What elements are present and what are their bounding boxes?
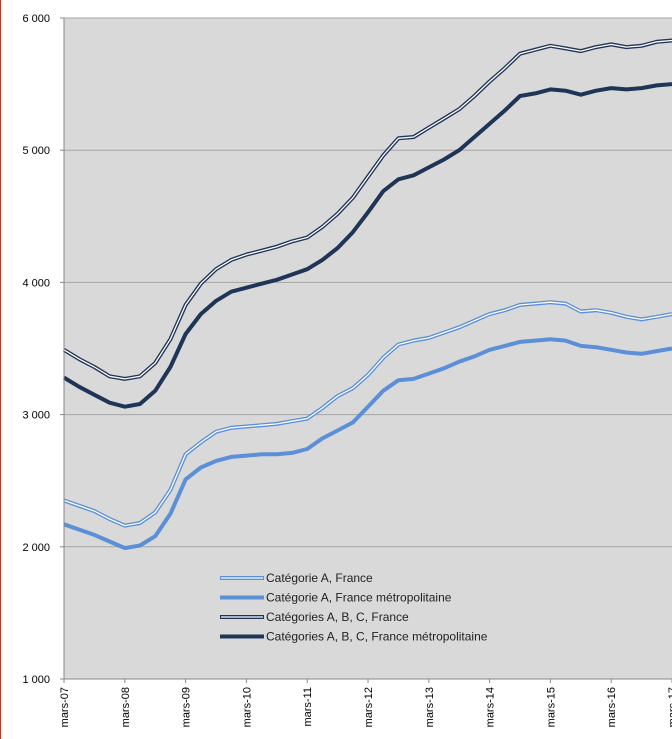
series-3 [62,38,672,381]
legend-item: Catégorie A, France métropolitaine [220,591,452,605]
legend-label: Catégories A, B, C, France métropolitain… [266,630,488,644]
series-line [63,337,672,551]
series-line-inner [63,39,672,380]
x-axis: mars-07 mars-08 mars-09 mars-10 mars-11 mars-… [59,678,672,727]
x-tick-label: mars-16 [606,687,618,727]
y-tick-label: 6 000 [22,13,50,25]
x-tick-label: mars-14 [485,687,497,727]
series-lines [62,38,672,551]
y-tick-label: 2 000 [22,542,50,554]
x-tick-label: mars-07 [59,687,71,727]
series-line [62,82,672,409]
series-4 [62,82,672,409]
y-tick-label: 3 000 [22,410,50,422]
legend-item: Catégories A, B, C, France métropolitain… [220,630,488,644]
left-border [0,0,1,739]
x-tick-label: mars-15 [545,687,557,727]
series-1 [63,300,672,528]
legend-item: Catégories A, B, C, France [220,610,409,624]
series-2 [63,337,672,551]
series-line-inner [63,301,672,527]
x-tick-label: mars-17 [667,687,672,727]
x-tick-label: mars-11 [302,687,314,727]
x-tick-label: mars-09 [181,687,193,727]
x-tick-label: mars-12 [363,687,375,727]
x-tick-label: mars-10 [241,687,253,727]
legend: Catégorie A, France Catégorie A, France m… [220,571,488,644]
y-axis: 1 000 2 000 3 000 4 000 5 000 6 000 [22,13,65,686]
y-tick-label: 4 000 [22,277,50,289]
legend-label: Catégories A, B, C, France [266,610,409,624]
y-tick-label: 5 000 [22,145,50,157]
y-tick-label: 1 000 [22,674,50,686]
legend-label: Catégorie A, France métropolitaine [266,591,452,605]
gridlines [64,17,672,548]
legend-item: Catégorie A, France [220,571,373,585]
x-tick-label: mars-13 [424,687,436,727]
x-tick-label: mars-08 [120,687,132,727]
legend-label: Catégorie A, France [266,571,373,585]
